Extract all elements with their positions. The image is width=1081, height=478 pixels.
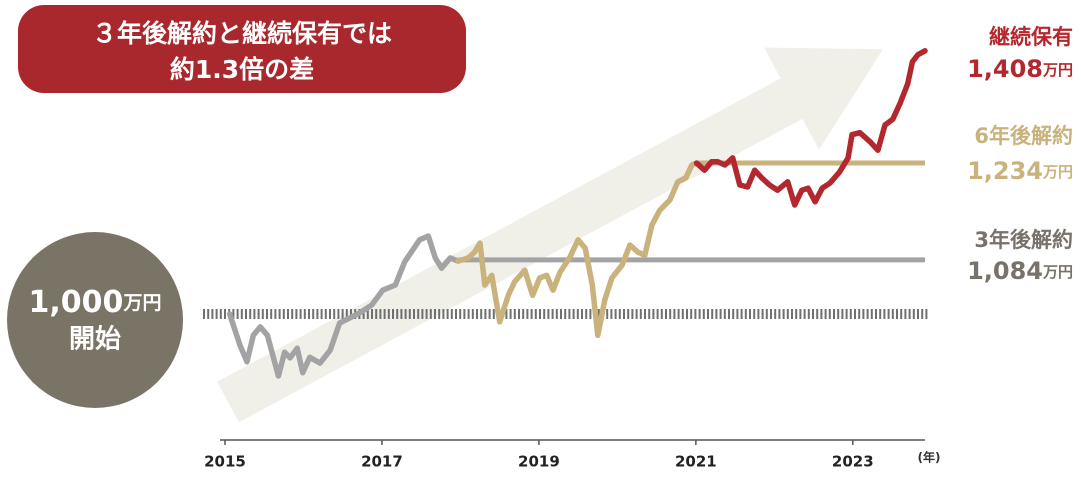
x-tick-label: 2015 — [204, 453, 246, 471]
legend-label: 3年後解約 — [974, 228, 1073, 252]
title-box — [18, 5, 466, 93]
chart-title: ３年後解約と継続保有では — [92, 19, 392, 48]
series-line — [226, 233, 461, 379]
legend-label: 継続保有 — [989, 25, 1073, 49]
x-tick-label: 2017 — [361, 453, 403, 471]
end-unit: 万円 — [1042, 263, 1073, 281]
end-value-label: 1,408万円 — [967, 55, 1073, 83]
start-unit: 万円 — [122, 292, 161, 314]
trend-arrow — [217, 47, 884, 423]
x-tick-label: 2019 — [518, 453, 560, 471]
x-tick-label: 2023 — [832, 453, 874, 471]
series-line — [693, 48, 928, 208]
end-value: 1,084 — [967, 257, 1043, 285]
x-unit-label: (年) — [918, 450, 941, 465]
chart-title: 約1.3倍の差 — [170, 55, 314, 84]
legend-label: 6年後解約 — [974, 124, 1073, 148]
start-value: 1,000 — [29, 285, 124, 320]
start-badge — [7, 232, 183, 408]
end-value: 1,234 — [967, 157, 1043, 185]
x-tick-label: 2021 — [675, 453, 717, 471]
series-line — [455, 160, 700, 339]
arrow-shape — [217, 47, 884, 423]
start-text: 開始 — [69, 325, 121, 355]
end-unit: 万円 — [1042, 61, 1073, 79]
end-value-label: 1,084万円 — [967, 257, 1073, 285]
end-value: 1,408 — [967, 55, 1043, 83]
start-label: 1,000万円 — [29, 285, 162, 320]
end-value-label: 1,234万円 — [967, 157, 1073, 185]
end-unit: 万円 — [1042, 163, 1073, 181]
